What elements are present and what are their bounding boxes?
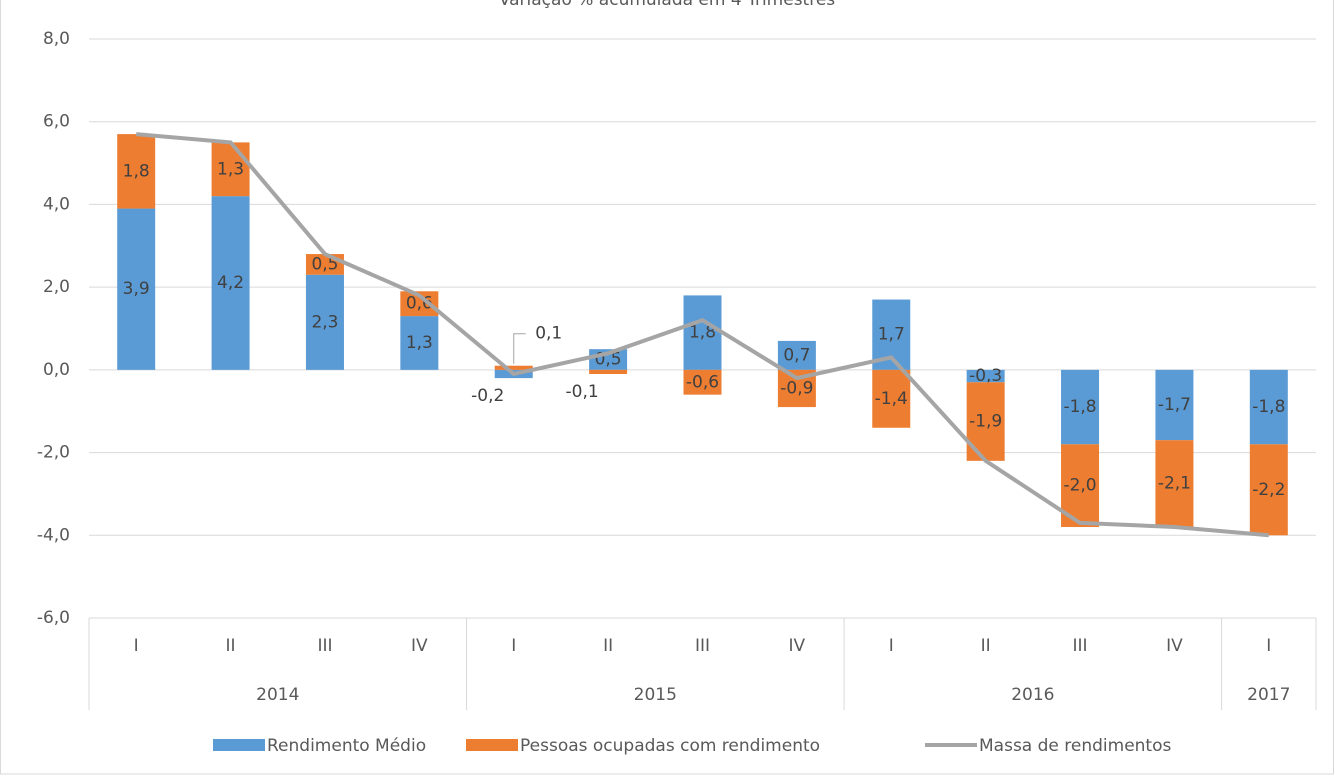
x-tick-label: I [889, 636, 894, 656]
bar [211, 196, 250, 370]
x-tick-label: II [603, 636, 613, 656]
bar [872, 369, 911, 428]
data-label: -1,4 [875, 389, 908, 409]
data-label: -1,7 [1158, 395, 1191, 415]
data-label: 4,2 [217, 273, 244, 293]
legend-marker [466, 739, 518, 751]
x-tick-label: III [317, 636, 332, 656]
data-label: -0,6 [686, 372, 719, 392]
group-label: 2016 [1011, 685, 1054, 705]
bar [1155, 440, 1194, 528]
data-label: 2,3 [311, 312, 338, 332]
bar [117, 208, 156, 370]
bar [1061, 369, 1100, 445]
data-label: 1,3 [217, 159, 244, 179]
x-tick-label: IV [789, 636, 806, 656]
data-label: 0,7 [783, 345, 810, 365]
data-label: 1,3 [406, 333, 433, 353]
y-tick-label: 6,0 [43, 112, 70, 132]
data-label: 0,5 [311, 254, 338, 274]
x-tick-label: I [134, 636, 139, 656]
data-label: -2,2 [1252, 480, 1285, 500]
line [136, 132, 1269, 538]
x-tick-label: II [226, 636, 236, 656]
data-label: -0,2 [471, 386, 504, 406]
data-label: -0,9 [780, 378, 813, 398]
bar [305, 274, 344, 370]
data-label: -2,0 [1063, 476, 1096, 496]
data-label: 1,7 [878, 325, 905, 345]
x-tick-label: II [981, 636, 991, 656]
bar [1249, 369, 1288, 445]
x-tick-label: III [695, 636, 710, 656]
bar [683, 369, 722, 395]
x-tick-label: I [1266, 636, 1271, 656]
bar [494, 365, 533, 370]
data-label: -2,1 [1158, 474, 1191, 494]
bar [1249, 444, 1288, 536]
bar [117, 134, 156, 209]
legend-label: Massa de rendimentos [979, 736, 1171, 756]
group-label: 2017 [1247, 685, 1290, 705]
y-tick-label: 2,0 [43, 277, 70, 297]
data-label: 0,1 [535, 324, 562, 344]
bar [211, 142, 250, 197]
y-tick-label: -2,0 [37, 443, 70, 463]
data-label: -1,8 [1252, 397, 1285, 417]
bar [1155, 369, 1194, 441]
bar [683, 295, 722, 370]
bar [589, 369, 628, 374]
bar [400, 316, 439, 370]
y-tick-label: 8,0 [43, 29, 70, 49]
bar [777, 340, 816, 370]
group-label: 2014 [256, 685, 299, 705]
legend-label: Rendimento Médio [267, 736, 426, 756]
data-label: -0,3 [969, 366, 1002, 386]
group-label: 2015 [634, 685, 677, 705]
x-tick-label: IV [1166, 636, 1183, 656]
legend-label: Pessoas ocupadas com rendimento [520, 736, 820, 756]
data-label: 1,8 [689, 323, 716, 343]
legend-marker [213, 739, 265, 751]
y-tick-label: 0,0 [43, 360, 70, 380]
y-tick-label: -4,0 [37, 525, 70, 545]
data-label: -1,9 [969, 412, 1002, 432]
data-label: -0,1 [566, 382, 599, 402]
y-tick-label: 4,0 [43, 194, 70, 214]
chart-title: Variação % acumulada em 4 Trimestres [499, 0, 835, 10]
bar [966, 369, 1005, 383]
data-label: 1,8 [123, 161, 150, 181]
y-tick-label: -6,0 [37, 608, 70, 628]
x-tick-label: I [511, 636, 516, 656]
x-tick-label: IV [411, 636, 428, 656]
data-label: 3,9 [123, 279, 150, 299]
x-tick-label: III [1073, 636, 1088, 656]
data-label: -1,8 [1063, 397, 1096, 417]
leader-line [513, 333, 526, 364]
